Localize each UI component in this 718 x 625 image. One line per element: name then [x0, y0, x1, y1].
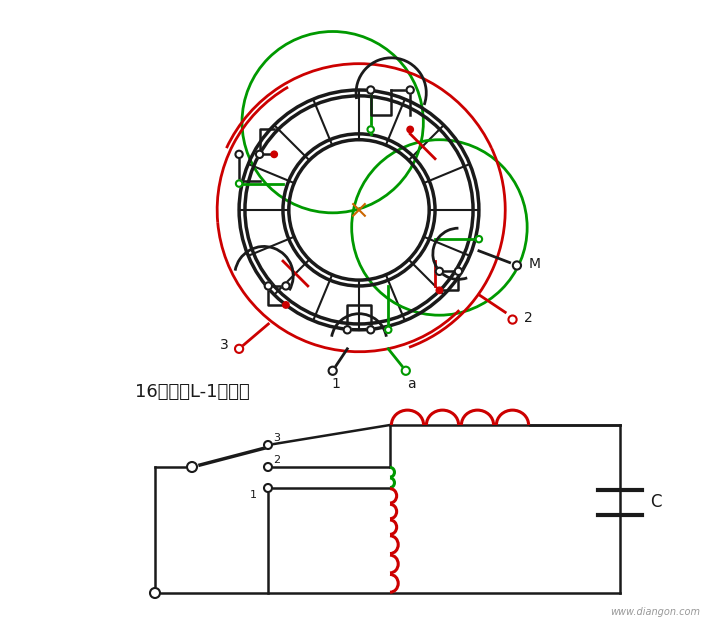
- Circle shape: [344, 326, 351, 334]
- Circle shape: [476, 236, 482, 242]
- Circle shape: [437, 287, 442, 294]
- Text: 3: 3: [273, 433, 280, 443]
- Circle shape: [406, 86, 414, 94]
- Circle shape: [513, 261, 521, 269]
- Circle shape: [264, 441, 272, 449]
- Circle shape: [368, 126, 374, 132]
- Text: a: a: [407, 378, 416, 391]
- Circle shape: [508, 316, 517, 324]
- Circle shape: [236, 181, 242, 187]
- Text: 1: 1: [250, 490, 257, 500]
- Circle shape: [264, 463, 272, 471]
- Circle shape: [401, 367, 410, 375]
- Text: 3: 3: [220, 338, 229, 352]
- Circle shape: [235, 345, 243, 353]
- Text: 2: 2: [524, 311, 533, 326]
- Circle shape: [283, 302, 289, 308]
- Text: www.diangon.com: www.diangon.com: [610, 607, 700, 617]
- Circle shape: [385, 327, 391, 333]
- Circle shape: [271, 151, 277, 158]
- Circle shape: [282, 282, 289, 289]
- Circle shape: [436, 268, 443, 275]
- Text: C: C: [650, 493, 661, 511]
- Circle shape: [256, 151, 264, 158]
- Circle shape: [454, 268, 462, 275]
- Circle shape: [150, 588, 160, 598]
- Circle shape: [187, 462, 197, 472]
- Text: 2: 2: [273, 455, 280, 465]
- Circle shape: [264, 484, 272, 492]
- Circle shape: [329, 367, 337, 375]
- Circle shape: [367, 326, 374, 334]
- Text: 16槽三速L-1型接线: 16槽三速L-1型接线: [135, 383, 250, 401]
- Text: M: M: [528, 258, 541, 271]
- Text: 1: 1: [331, 378, 340, 391]
- Circle shape: [367, 86, 374, 94]
- Circle shape: [236, 151, 243, 158]
- Circle shape: [265, 282, 272, 289]
- Circle shape: [407, 126, 414, 132]
